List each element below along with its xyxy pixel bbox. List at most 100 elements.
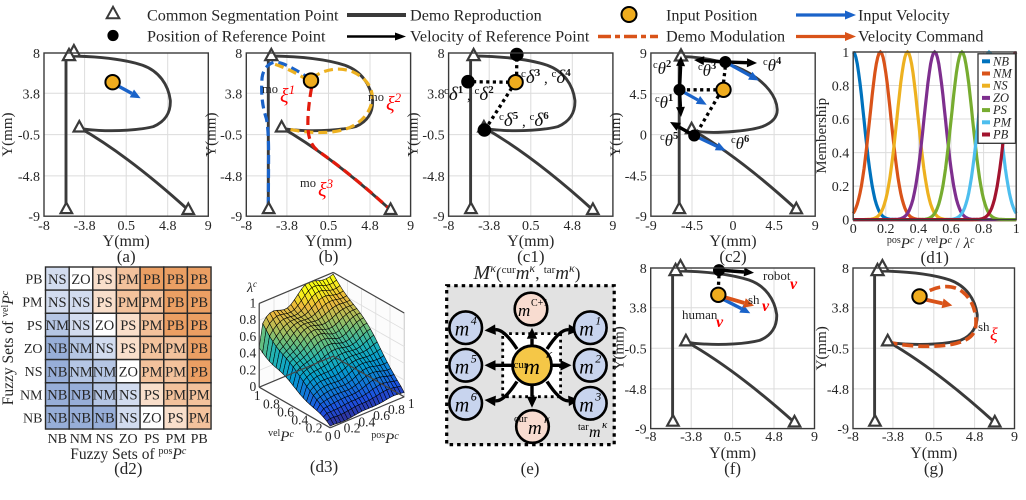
svg-text:0.6: 0.6 (832, 113, 850, 128)
svg-text:m: m (579, 356, 593, 378)
svg-text:PM: PM (189, 388, 210, 404)
svg-text:PS: PS (144, 432, 160, 447)
svg-text:human: human (682, 307, 718, 322)
svg-text:Common Segmentation Point: Common Segmentation Point (147, 7, 339, 25)
svg-text:8: 8 (33, 47, 40, 62)
svg-text:Position of Reference Point: Position of Reference Point (147, 28, 326, 46)
svg-text:9: 9 (640, 47, 647, 62)
svg-text:PM: PM (118, 272, 139, 288)
svg-text:Input Velocity: Input Velocity (858, 7, 951, 25)
svg-text:PM: PM (165, 388, 186, 404)
svg-text:2: 2 (595, 351, 601, 365)
svg-text:4.8: 4.8 (159, 219, 177, 234)
svg-text:-0.5: -0.5 (220, 129, 242, 144)
svg-text:4.5: 4.5 (765, 219, 783, 234)
svg-text:cδ1 , cδ2: cδ1 , cδ2 (444, 84, 494, 105)
svg-text:tar: tar (578, 422, 589, 433)
svg-text:PS: PS (27, 319, 43, 334)
svg-text:-0.5: -0.5 (827, 342, 849, 357)
svg-text:Y(mm): Y(mm) (406, 113, 422, 157)
svg-text:m: m (455, 356, 469, 378)
svg-text:-4.8: -4.8 (827, 383, 849, 398)
svg-text:PM: PM (165, 364, 186, 380)
svg-text:NB: NB (47, 411, 67, 427)
svg-text:Y(mm): Y(mm) (0, 113, 16, 157)
svg-text:m: m (528, 418, 542, 439)
svg-text:-9: -9 (635, 423, 647, 438)
svg-text:-4.8: -4.8 (220, 170, 242, 185)
svg-text:ξ: ξ (990, 324, 998, 344)
svg-text:Y(mm): Y(mm) (608, 113, 624, 157)
svg-text:9: 9 (407, 219, 414, 234)
svg-text:4.8: 4.8 (361, 219, 379, 234)
svg-text:PB: PB (190, 318, 208, 334)
svg-text:PM: PM (141, 364, 162, 380)
svg-text:-9: -9 (231, 210, 243, 225)
svg-text:NS: NS (48, 272, 67, 288)
svg-text:9: 9 (1011, 430, 1018, 445)
svg-text:Y(mm): Y(mm) (612, 326, 628, 370)
svg-text:ZO: ZO (119, 364, 138, 380)
svg-text:Demo Modulation: Demo Modulation (666, 28, 785, 46)
svg-text:(g): (g) (924, 459, 944, 478)
svg-text:PS: PS (120, 318, 136, 334)
svg-text:4: 4 (471, 314, 477, 328)
svg-text:PM: PM (118, 295, 139, 311)
svg-text:0.5: 0.5 (320, 219, 338, 234)
svg-text:3: 3 (594, 389, 601, 403)
svg-text:NM: NM (20, 388, 43, 403)
svg-text:1: 1 (408, 396, 415, 411)
svg-text:3.8: 3.8 (832, 302, 850, 317)
svg-text:PM: PM (22, 296, 43, 311)
svg-text:(d1): (d1) (921, 248, 949, 267)
svg-text:PM: PM (165, 432, 186, 447)
svg-text:Membership: Membership (814, 98, 830, 174)
svg-text:-3.8: -3.8 (276, 219, 298, 234)
svg-text:Y(mm): Y(mm) (203, 113, 219, 157)
svg-text:8: 8 (640, 262, 647, 277)
svg-text:PB: PB (190, 341, 208, 357)
svg-text:Demo Reproduction: Demo Reproduction (410, 7, 542, 25)
svg-text:NM: NM (69, 341, 92, 357)
svg-text:m: m (524, 354, 540, 379)
svg-text:NS: NS (96, 432, 114, 447)
svg-text:Mκ(curmκ, tarmκ): Mκ(curmκ, tarmκ) (473, 261, 581, 284)
svg-text:PB: PB (143, 272, 161, 288)
svg-text:0: 0 (640, 129, 647, 144)
svg-text:PM: PM (189, 411, 210, 427)
svg-text:cδ5 , cδ6: cδ5 , cδ6 (499, 110, 549, 131)
svg-text:0.8: 0.8 (975, 222, 993, 237)
svg-text:Velocity Command: Velocity Command (858, 28, 983, 46)
svg-text:1: 1 (254, 388, 261, 403)
svg-text:NB: NB (23, 412, 42, 427)
svg-text:0.8: 0.8 (263, 396, 280, 411)
svg-text:PS: PS (120, 341, 136, 357)
svg-text:NM: NM (93, 388, 116, 404)
svg-text:4.8: 4.8 (564, 219, 582, 234)
svg-text:PB: PB (190, 272, 208, 288)
svg-text:0: 0 (842, 214, 849, 229)
svg-text:ZO: ZO (119, 432, 138, 447)
svg-text:0: 0 (850, 222, 857, 237)
svg-text:0.2: 0.2 (832, 180, 850, 195)
svg-text:0.4: 0.4 (239, 346, 256, 361)
svg-text:-0.5: -0.5 (625, 342, 647, 357)
svg-text:3.8: 3.8 (225, 87, 243, 102)
svg-text:1: 1 (1013, 222, 1020, 237)
svg-text:1: 1 (595, 314, 601, 328)
svg-text:NB: NB (47, 388, 67, 404)
svg-text:(c2): (c2) (719, 247, 746, 266)
svg-text:(a): (a) (117, 247, 136, 266)
svg-text:cδ3 , cδ4: cδ3 , cδ4 (521, 67, 571, 88)
svg-text:0: 0 (730, 219, 737, 234)
svg-text:0.6: 0.6 (239, 329, 256, 344)
svg-text:(b): (b) (319, 247, 339, 266)
svg-text:0.8: 0.8 (388, 402, 405, 417)
svg-text:0.5: 0.5 (117, 219, 135, 234)
svg-text:PS: PS (97, 295, 113, 311)
svg-text:-4.8: -4.8 (18, 170, 40, 185)
svg-text:0.5: 0.5 (522, 219, 540, 234)
svg-text:PM: PM (141, 341, 162, 357)
svg-text:-9: -9 (635, 210, 647, 225)
svg-text:8: 8 (235, 47, 242, 62)
